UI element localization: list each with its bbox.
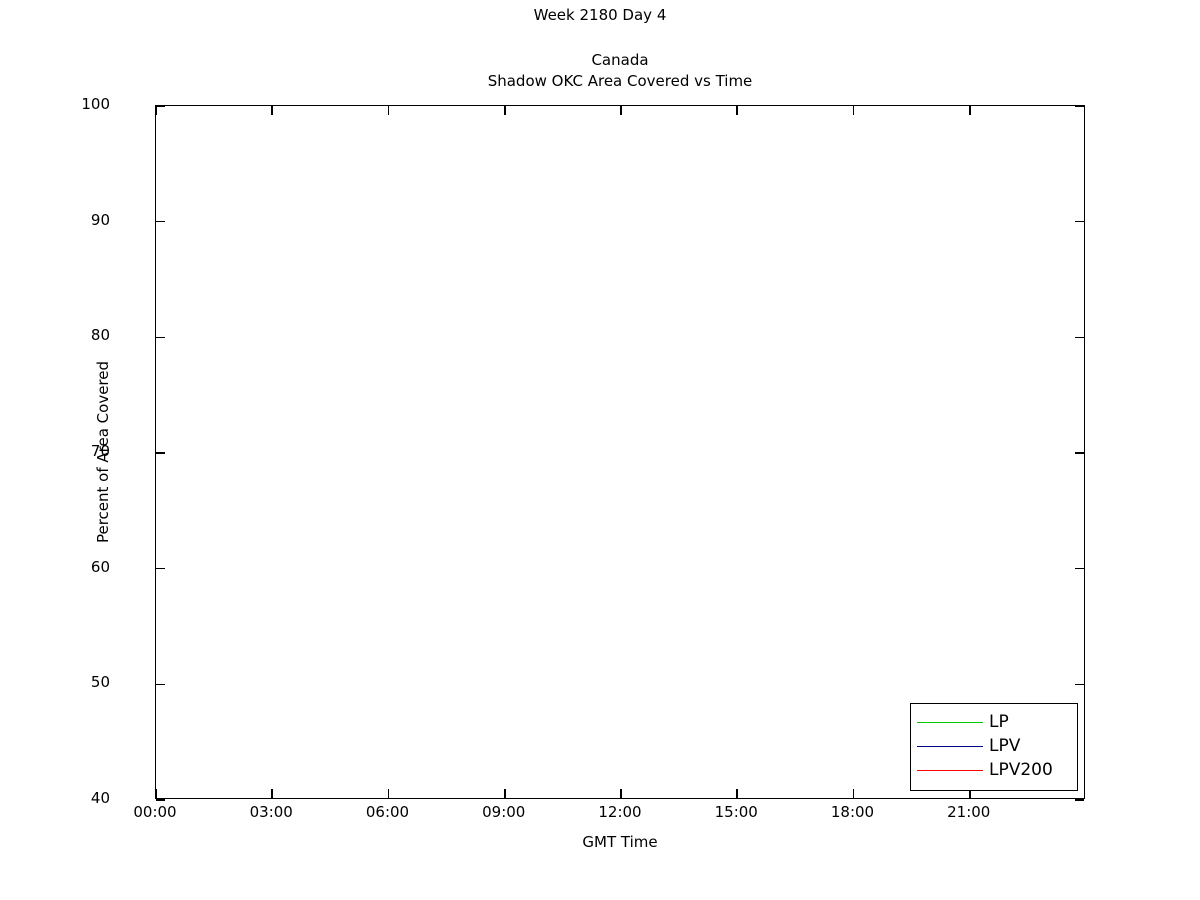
figure-suptitle: Week 2180 Day 4 xyxy=(533,6,667,24)
y-tick-left xyxy=(156,452,165,454)
x-tick-top xyxy=(271,106,274,115)
y-tick-left xyxy=(156,567,165,570)
x-tick-label: 21:00 xyxy=(947,803,991,821)
y-tick-right xyxy=(1075,105,1084,107)
legend-label: LP xyxy=(989,711,1009,732)
legend-swatch-lp xyxy=(917,721,983,723)
y-tick-right xyxy=(1075,336,1084,339)
x-tick-top xyxy=(620,106,622,115)
x-tick-bottom xyxy=(852,789,855,798)
x-tick-top xyxy=(387,106,390,115)
x-tick-bottom xyxy=(155,789,157,798)
x-tick-top xyxy=(852,106,855,115)
x-tick-label: 09:00 xyxy=(482,803,526,821)
x-tick-bottom xyxy=(968,789,971,798)
y-tick-label: 60 xyxy=(90,557,110,576)
x-tick-label: 06:00 xyxy=(365,803,410,821)
x-tick-label: 00:00 xyxy=(133,803,177,821)
legend-label: LPV xyxy=(989,735,1021,756)
y-tick-right xyxy=(1075,683,1084,686)
y-tick-label: 70 xyxy=(90,442,110,460)
y-tick-right xyxy=(1075,220,1084,223)
plot-canvas xyxy=(156,106,1084,798)
x-tick-bottom xyxy=(387,789,390,798)
y-tick-left xyxy=(156,683,165,686)
x-tick-top xyxy=(155,106,157,115)
legend-label: LPV200 xyxy=(989,759,1053,780)
x-tick-label: 12:00 xyxy=(598,803,642,821)
y-tick-label: 90 xyxy=(90,210,110,229)
y-tick-left xyxy=(156,799,165,801)
x-tick-bottom xyxy=(620,789,622,798)
x-tick-label: 15:00 xyxy=(714,803,758,821)
chart-title-block: Canada Shadow OKC Area Covered vs Time xyxy=(155,50,1085,92)
legend-item-lpv200[interactable]: LPV200 xyxy=(917,758,1073,782)
x-tick-top xyxy=(968,106,971,115)
series-layer xyxy=(156,106,1084,798)
legend-item-lpv[interactable]: LPV xyxy=(917,734,1073,758)
y-tick-label: 100 xyxy=(81,95,110,113)
y-tick-left xyxy=(156,220,165,223)
plot-area xyxy=(155,105,1085,801)
y-tick-label: 80 xyxy=(90,326,110,345)
y-tick-right xyxy=(1075,452,1084,454)
x-tick-label: 18:00 xyxy=(830,803,875,821)
legend-swatch-lpv200 xyxy=(917,769,983,771)
y-tick-label: 50 xyxy=(90,673,110,692)
chart-subtitle: Shadow OKC Area Covered vs Time xyxy=(487,72,753,90)
y-tick-label: 40 xyxy=(90,789,110,807)
legend-swatch-lpv xyxy=(917,745,983,747)
x-tick-bottom xyxy=(736,789,739,798)
x-tick-bottom xyxy=(271,789,274,798)
x-tick-label: 03:00 xyxy=(249,803,293,821)
x-tick-top xyxy=(736,106,739,115)
y-tick-left xyxy=(156,105,165,107)
chart-title: Canada xyxy=(591,51,649,69)
y-tick-right xyxy=(1075,567,1084,570)
x-tick-bottom xyxy=(503,789,506,798)
chart-legend[interactable]: LP LPV LPV200 xyxy=(910,703,1078,791)
y-tick-right xyxy=(1075,799,1084,801)
legend-item-lp[interactable]: LP xyxy=(917,710,1073,734)
x-tick-top xyxy=(503,106,506,115)
x-axis-title: GMT Time xyxy=(582,833,658,851)
y-tick-left xyxy=(156,336,165,339)
